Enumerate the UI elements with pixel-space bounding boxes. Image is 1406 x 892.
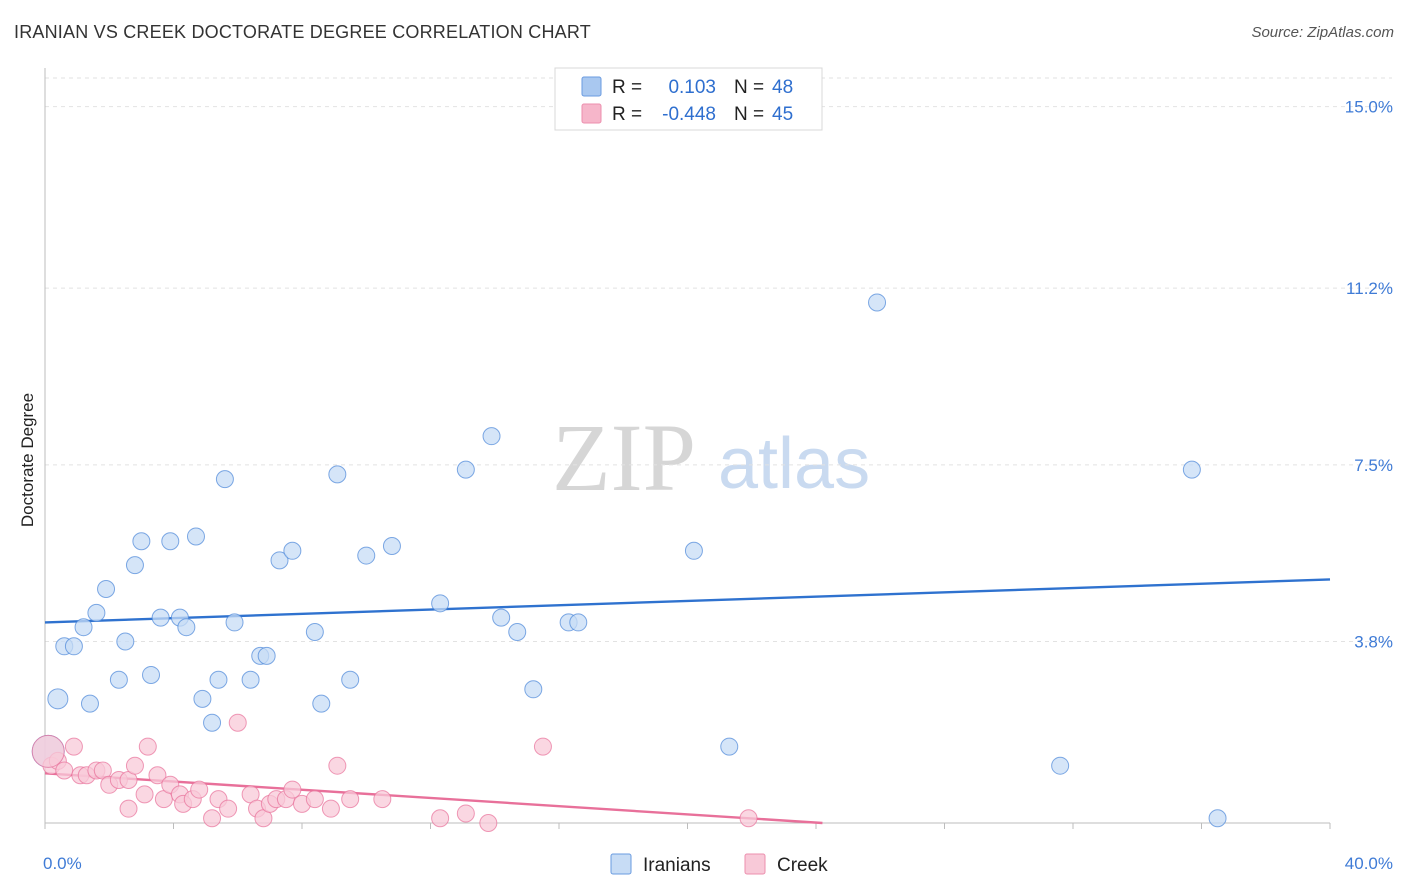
- creek-point: [283, 780, 302, 799]
- iranians-point: [87, 603, 106, 622]
- iranians-point: [1208, 809, 1227, 828]
- bottom-legend-creek: Creek: [777, 855, 828, 876]
- iranians-point: [1182, 460, 1201, 479]
- creek-point: [431, 809, 450, 828]
- iranians-point: [382, 537, 401, 556]
- creek-point: [31, 734, 65, 768]
- iranians-point: [225, 613, 244, 632]
- iranians-point: [482, 427, 501, 446]
- y-tick-label: 7.5%: [1354, 456, 1393, 475]
- creek-point: [64, 737, 83, 756]
- iranians-point: [305, 622, 324, 641]
- watermark-zip: ZIP: [552, 404, 696, 511]
- watermark-atlas: atlas: [718, 424, 870, 504]
- legend-r-label-1: R =: [612, 77, 642, 98]
- source-credit: Source: ZipAtlas.com: [1251, 24, 1394, 41]
- legend-n-value-2: 45: [772, 104, 793, 125]
- iranians-point: [357, 546, 376, 565]
- iranians-point: [868, 293, 887, 312]
- creek-point: [228, 713, 247, 732]
- bottom-swatch-iranians: [610, 853, 632, 875]
- creek-point: [373, 790, 392, 809]
- iranians-point: [341, 670, 360, 689]
- legend-swatch-iranians: [581, 76, 602, 97]
- y-axis-label: Doctorate Degree: [18, 393, 37, 527]
- creek-point: [119, 799, 138, 818]
- legend-n-label-1: N =: [734, 77, 764, 98]
- iranians-point: [64, 637, 83, 656]
- creek-point: [305, 790, 324, 809]
- creek-point: [321, 799, 340, 818]
- iranians-point: [142, 665, 161, 684]
- y-tick-label: 3.8%: [1354, 633, 1393, 652]
- iranians-point: [74, 618, 93, 637]
- iranians-point: [431, 594, 450, 613]
- creek-point: [328, 756, 347, 775]
- iranians-point: [80, 694, 99, 713]
- iranians-point: [524, 680, 543, 699]
- y-tick-label: 15.0%: [1345, 98, 1393, 117]
- creek-point: [190, 780, 209, 799]
- iranians-point: [132, 532, 151, 551]
- legend-swatch-creek: [581, 103, 602, 124]
- iranians-point: [241, 670, 260, 689]
- creek-point: [203, 809, 222, 828]
- iranians-point: [116, 632, 135, 651]
- x-tick-label: 0.0%: [43, 854, 82, 873]
- creek-point: [456, 804, 475, 823]
- iranians-point: [508, 622, 527, 641]
- iranians-point: [312, 694, 331, 713]
- creek-point: [55, 761, 74, 780]
- legend-n-label-2: N =: [734, 104, 764, 125]
- iranians-point: [177, 618, 196, 637]
- creek-point: [125, 756, 144, 775]
- x-tick-label: 40.0%: [1345, 854, 1393, 873]
- creek-point: [148, 766, 167, 785]
- chart-title: IRANIAN VS CREEK DOCTORATE DEGREE CORREL…: [14, 22, 591, 42]
- creek-point: [479, 814, 498, 832]
- iranians-point: [161, 532, 180, 551]
- iranians-point: [492, 608, 511, 627]
- series-legend: Iranians Creek: [610, 853, 828, 876]
- legend-r-value-1: 0.103: [668, 77, 716, 98]
- iranians-point: [328, 465, 347, 484]
- creek-point: [135, 785, 154, 804]
- iranians-point: [186, 527, 205, 546]
- correlation-legend: R = 0.103 N = 48 R = -0.448 N = 45: [554, 67, 823, 131]
- iranians-point: [97, 579, 116, 598]
- iranians-point: [151, 608, 170, 627]
- iranians-point: [125, 556, 144, 575]
- tick-labels: 3.8% 7.5% 11.2% 15.0% 0.0% 40.0%: [43, 98, 1393, 873]
- grid-lines: [45, 77, 1392, 643]
- creek-point: [341, 790, 360, 809]
- creek-point: [739, 809, 758, 828]
- iranians-point: [203, 713, 222, 732]
- iranians-trend-line: [44, 578, 1331, 624]
- creek-point: [219, 799, 238, 818]
- iranians-point: [209, 670, 228, 689]
- iranians-point: [47, 688, 69, 710]
- legend-r-value-2: -0.448: [662, 104, 716, 125]
- iranians-point: [283, 541, 302, 560]
- legend-n-value-1: 48: [772, 77, 793, 98]
- iranians-point: [569, 613, 588, 632]
- bottom-swatch-creek: [744, 853, 766, 875]
- creek-point: [533, 737, 552, 756]
- iranians-point: [257, 646, 276, 665]
- bottom-legend-iranians: Iranians: [643, 855, 711, 876]
- creek-point: [138, 737, 157, 756]
- iranians-point: [720, 737, 739, 756]
- legend-r-label-2: R =: [612, 104, 642, 125]
- iranians-point: [684, 541, 703, 560]
- iranians-point: [456, 460, 475, 479]
- data-points: [31, 293, 1227, 832]
- y-tick-label: 11.2%: [1346, 279, 1393, 298]
- iranians-point: [270, 551, 289, 570]
- iranians-point: [193, 689, 212, 708]
- iranians-point: [215, 470, 234, 489]
- iranians-point: [1051, 756, 1070, 775]
- iranians-point: [109, 670, 128, 689]
